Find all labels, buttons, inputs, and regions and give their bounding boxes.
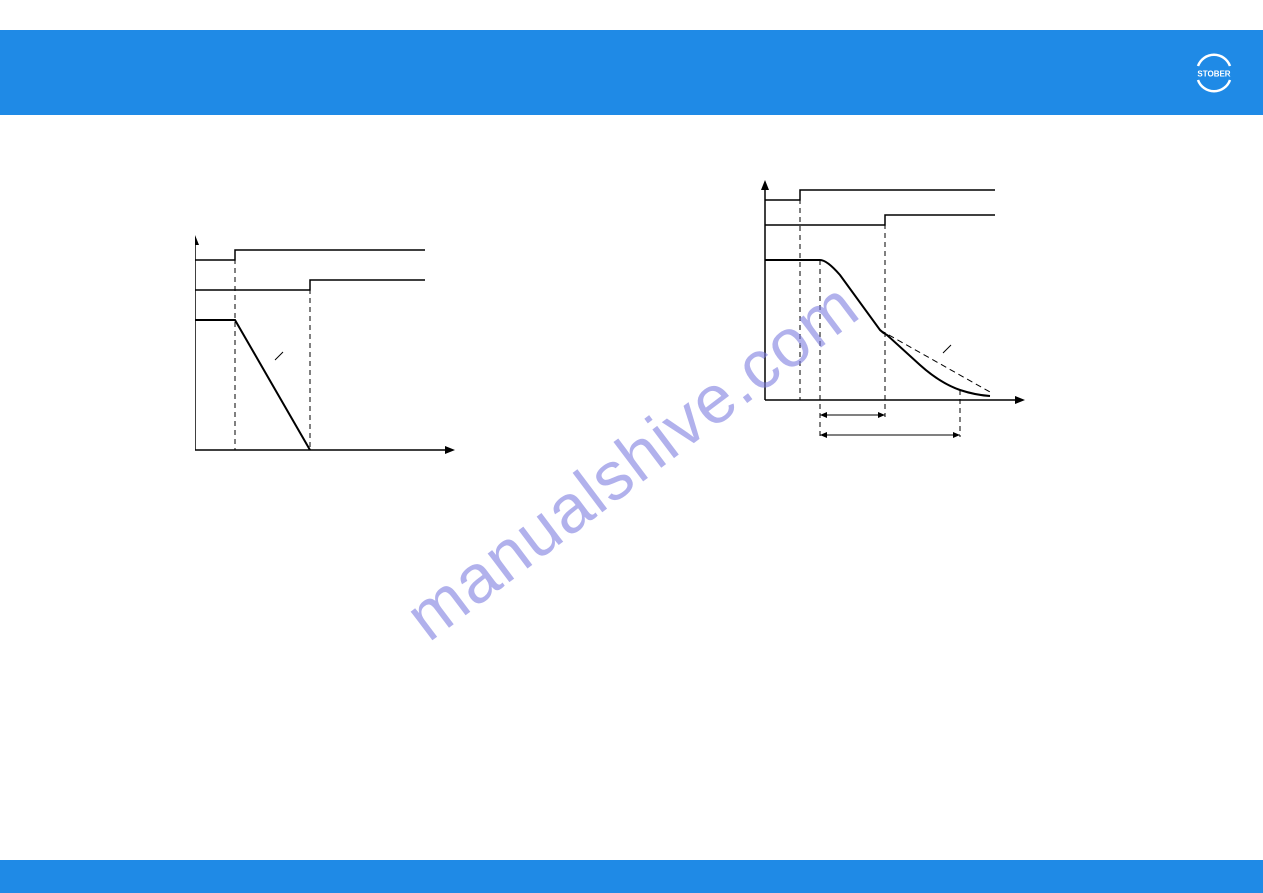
chart-right bbox=[760, 175, 1040, 455]
main-content: manualshive.com bbox=[0, 115, 1263, 835]
stober-logo: STOBER bbox=[1193, 52, 1235, 94]
chart-left bbox=[195, 230, 465, 460]
header-bar: STOBER bbox=[0, 30, 1263, 115]
footer-bar bbox=[0, 860, 1263, 893]
header-top-spacer bbox=[0, 0, 1263, 30]
logo-text: STOBER bbox=[1197, 70, 1230, 79]
footer-white-spacer bbox=[0, 852, 1263, 860]
